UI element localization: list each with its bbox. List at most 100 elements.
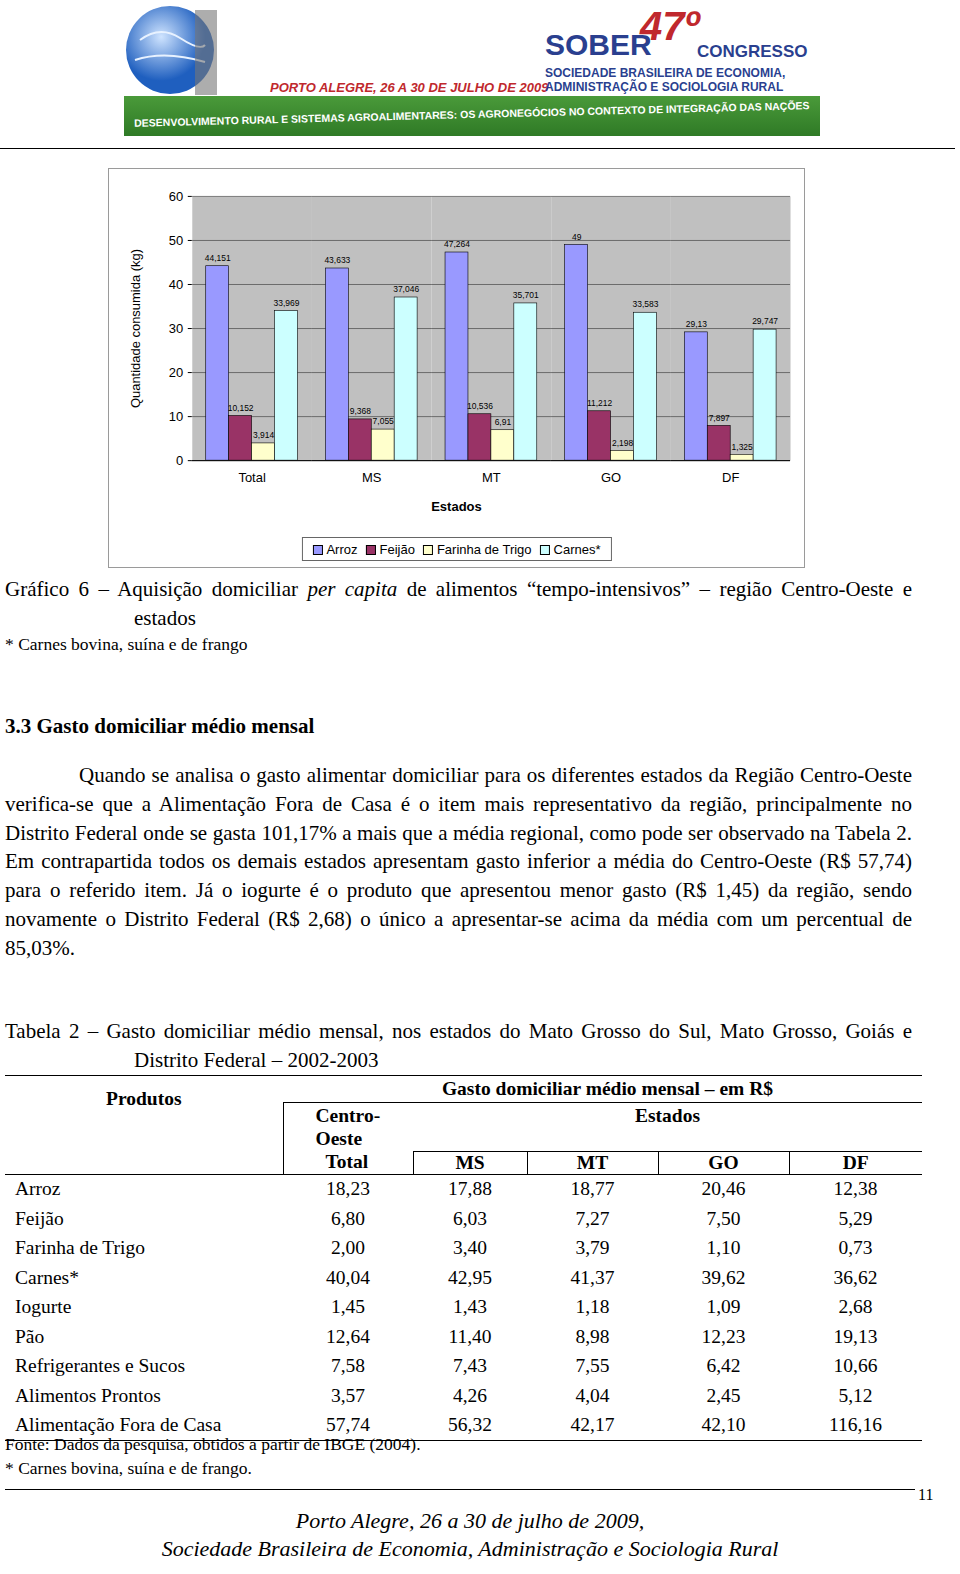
html-text:Farinha de Trigo: Farinha de Trigo [15, 1237, 145, 1259]
html-text:Quando se analisa o gasto alim: Quando se analisa o gasto alimentar domi… [5, 763, 912, 960]
html-text:Porto Alegre, 26 a 30 de julho: Porto Alegre, 26 a 30 de julho de 2009, [295, 1508, 645, 1533]
svg-text:35,701: 35,701 [513, 290, 539, 300]
html-text:1,10: 1,10 [706, 1237, 741, 1259]
html-text:12,64: 12,64 [326, 1325, 370, 1347]
html-text:Sociedade Brasileira de Econom: Sociedade Brasileira de Economia, Admini… [161, 1536, 779, 1561]
html-text:1,45: 1,45 [330, 1296, 366, 1318]
html-text:DESENVOLVIMENTO RURAL E SISTEM: DESENVOLVIMENTO RURAL E SISTEMAS AGROALI… [134, 99, 810, 129]
html-text:47º: 47º [640, 4, 700, 48]
svg-text:11,212: 11,212 [587, 398, 613, 408]
html-text:Iogurte: Iogurte [15, 1296, 72, 1318]
html-text:Feijão: Feijão [15, 1207, 64, 1229]
html-text:12,23: 12,23 [701, 1325, 746, 1347]
html-text:19,13: 19,13 [833, 1325, 878, 1347]
svg-text:29,747: 29,747 [752, 316, 778, 326]
svg-text:GO: GO [601, 470, 621, 485]
svg-text:10,536: 10,536 [467, 401, 493, 411]
svg-text:33,583: 33,583 [632, 299, 658, 309]
html-text:1,43: 1,43 [452, 1296, 488, 1318]
svg-text:10,152: 10,152 [228, 403, 254, 413]
html-text:18,77: 18,77 [570, 1178, 615, 1200]
html-text:8,98: 8,98 [575, 1325, 610, 1347]
html-text:3.3 Gasto domiciliar médio men: 3.3 Gasto domiciliar médio mensal [5, 714, 315, 738]
html-text:20,46: 20,46 [701, 1178, 746, 1200]
html-text:18,23: 18,23 [326, 1178, 370, 1200]
html-text:10,66: 10,66 [833, 1355, 878, 1377]
html-text:4,26: 4,26 [452, 1384, 488, 1406]
html-text:7,58: 7,58 [330, 1355, 366, 1377]
svg-text:1,325: 1,325 [732, 442, 753, 452]
html-text:Refrigerantes e Sucos: Refrigerantes e Sucos [15, 1355, 185, 1377]
html-text:4,04: 4,04 [575, 1384, 610, 1406]
svg-text:10: 10 [169, 409, 183, 424]
svg-text:47,264: 47,264 [444, 239, 470, 249]
svg-text:60: 60 [169, 189, 183, 204]
svg-text:Quantidade consumida (kg): Quantidade consumida (kg) [128, 249, 143, 408]
svg-text:43,633: 43,633 [324, 255, 350, 265]
svg-text:MT: MT [482, 470, 501, 485]
html-text:MT: MT [576, 1151, 609, 1173]
html-text:Alimentos Prontos: Alimentos Prontos [15, 1384, 161, 1406]
html-text:Pão: Pão [15, 1325, 45, 1347]
html-text:Tabela 2 – Gasto domiciliar mé: Tabela 2 – Gasto domiciliar médio mensal… [5, 1019, 912, 1072]
html-text:2,68: 2,68 [838, 1296, 873, 1318]
html-text:17,88: 17,88 [448, 1178, 492, 1200]
html-text:56,32: 56,32 [448, 1414, 492, 1436]
html-text:42,95: 42,95 [448, 1266, 492, 1288]
svg-text:0: 0 [176, 453, 183, 468]
html-text:36,62: 36,62 [833, 1266, 878, 1288]
svg-text:30: 30 [169, 321, 183, 336]
html-text:7,43: 7,43 [452, 1355, 488, 1377]
svg-text:44,151: 44,151 [205, 253, 231, 263]
svg-text:49: 49 [572, 232, 582, 242]
html-text:3,40: 3,40 [452, 1237, 488, 1259]
html-text:6,42: 6,42 [706, 1355, 741, 1377]
html-text:6,80: 6,80 [330, 1207, 366, 1229]
html-text:5,29: 5,29 [838, 1207, 873, 1229]
html-text:3,57: 3,57 [330, 1384, 366, 1406]
html-text:3,79: 3,79 [575, 1237, 610, 1259]
html-text:6,03: 6,03 [452, 1207, 488, 1229]
html-text:1,09: 1,09 [706, 1296, 741, 1318]
html-text:Carnes*: Carnes* [15, 1266, 79, 1288]
html-text:41,37: 41,37 [570, 1266, 615, 1288]
html-text:0,73: 0,73 [838, 1237, 873, 1259]
svg-text:Total: Total [238, 470, 265, 485]
svg-text:33,969: 33,969 [274, 298, 300, 308]
svg-text:29,13: 29,13 [686, 319, 707, 329]
html-text:1,18: 1,18 [575, 1296, 610, 1318]
svg-text:2,198: 2,198 [612, 438, 633, 448]
html-text:2,45: 2,45 [706, 1384, 741, 1406]
svg-text:DF: DF [722, 470, 739, 485]
svg-text:7,055: 7,055 [373, 416, 394, 426]
html-text:40,04: 40,04 [326, 1266, 370, 1288]
html-text:57,74: 57,74 [326, 1414, 370, 1436]
svg-text:40: 40 [169, 277, 183, 292]
html-text:5,12: 5,12 [838, 1384, 873, 1406]
html-text:SOBER: SOBER [545, 28, 652, 61]
html-text:7,50: 7,50 [706, 1207, 741, 1229]
svg-text:6,91: 6,91 [495, 417, 512, 427]
svg-text:MS: MS [362, 470, 382, 485]
svg-text:7,897: 7,897 [709, 413, 730, 423]
html-text:7,27: 7,27 [575, 1207, 610, 1229]
html-text:GO: GO [708, 1151, 739, 1173]
html-text:Arroz: Arroz [15, 1178, 61, 1200]
svg-text:20: 20 [169, 365, 183, 380]
html-text:DF: DF [842, 1151, 869, 1173]
html-text:Alimentação Fora de Casa: Alimentação Fora de Casa [15, 1414, 222, 1436]
html-text:Gráfico 6 – Aquisição domicili: Gráfico 6 – Aquisição domiciliar per cap… [5, 577, 912, 630]
svg-text:3,914: 3,914 [253, 430, 274, 440]
html-text:42,17: 42,17 [570, 1414, 615, 1436]
html-text:39,62: 39,62 [701, 1266, 746, 1288]
html-text:Centro-Oeste: Centro-Oeste [315, 1105, 381, 1149]
html-text:Total: Total [325, 1151, 369, 1173]
svg-text:9,368: 9,368 [350, 406, 371, 416]
html-text:12,38: 12,38 [833, 1178, 878, 1200]
html-text:2,00: 2,00 [330, 1237, 366, 1259]
svg-text:50: 50 [169, 233, 183, 248]
html-text:11,40: 11,40 [448, 1325, 492, 1347]
svg-text:37,046: 37,046 [393, 284, 419, 294]
html-text:MS: MS [455, 1151, 485, 1173]
html-text:7,55: 7,55 [575, 1355, 610, 1377]
